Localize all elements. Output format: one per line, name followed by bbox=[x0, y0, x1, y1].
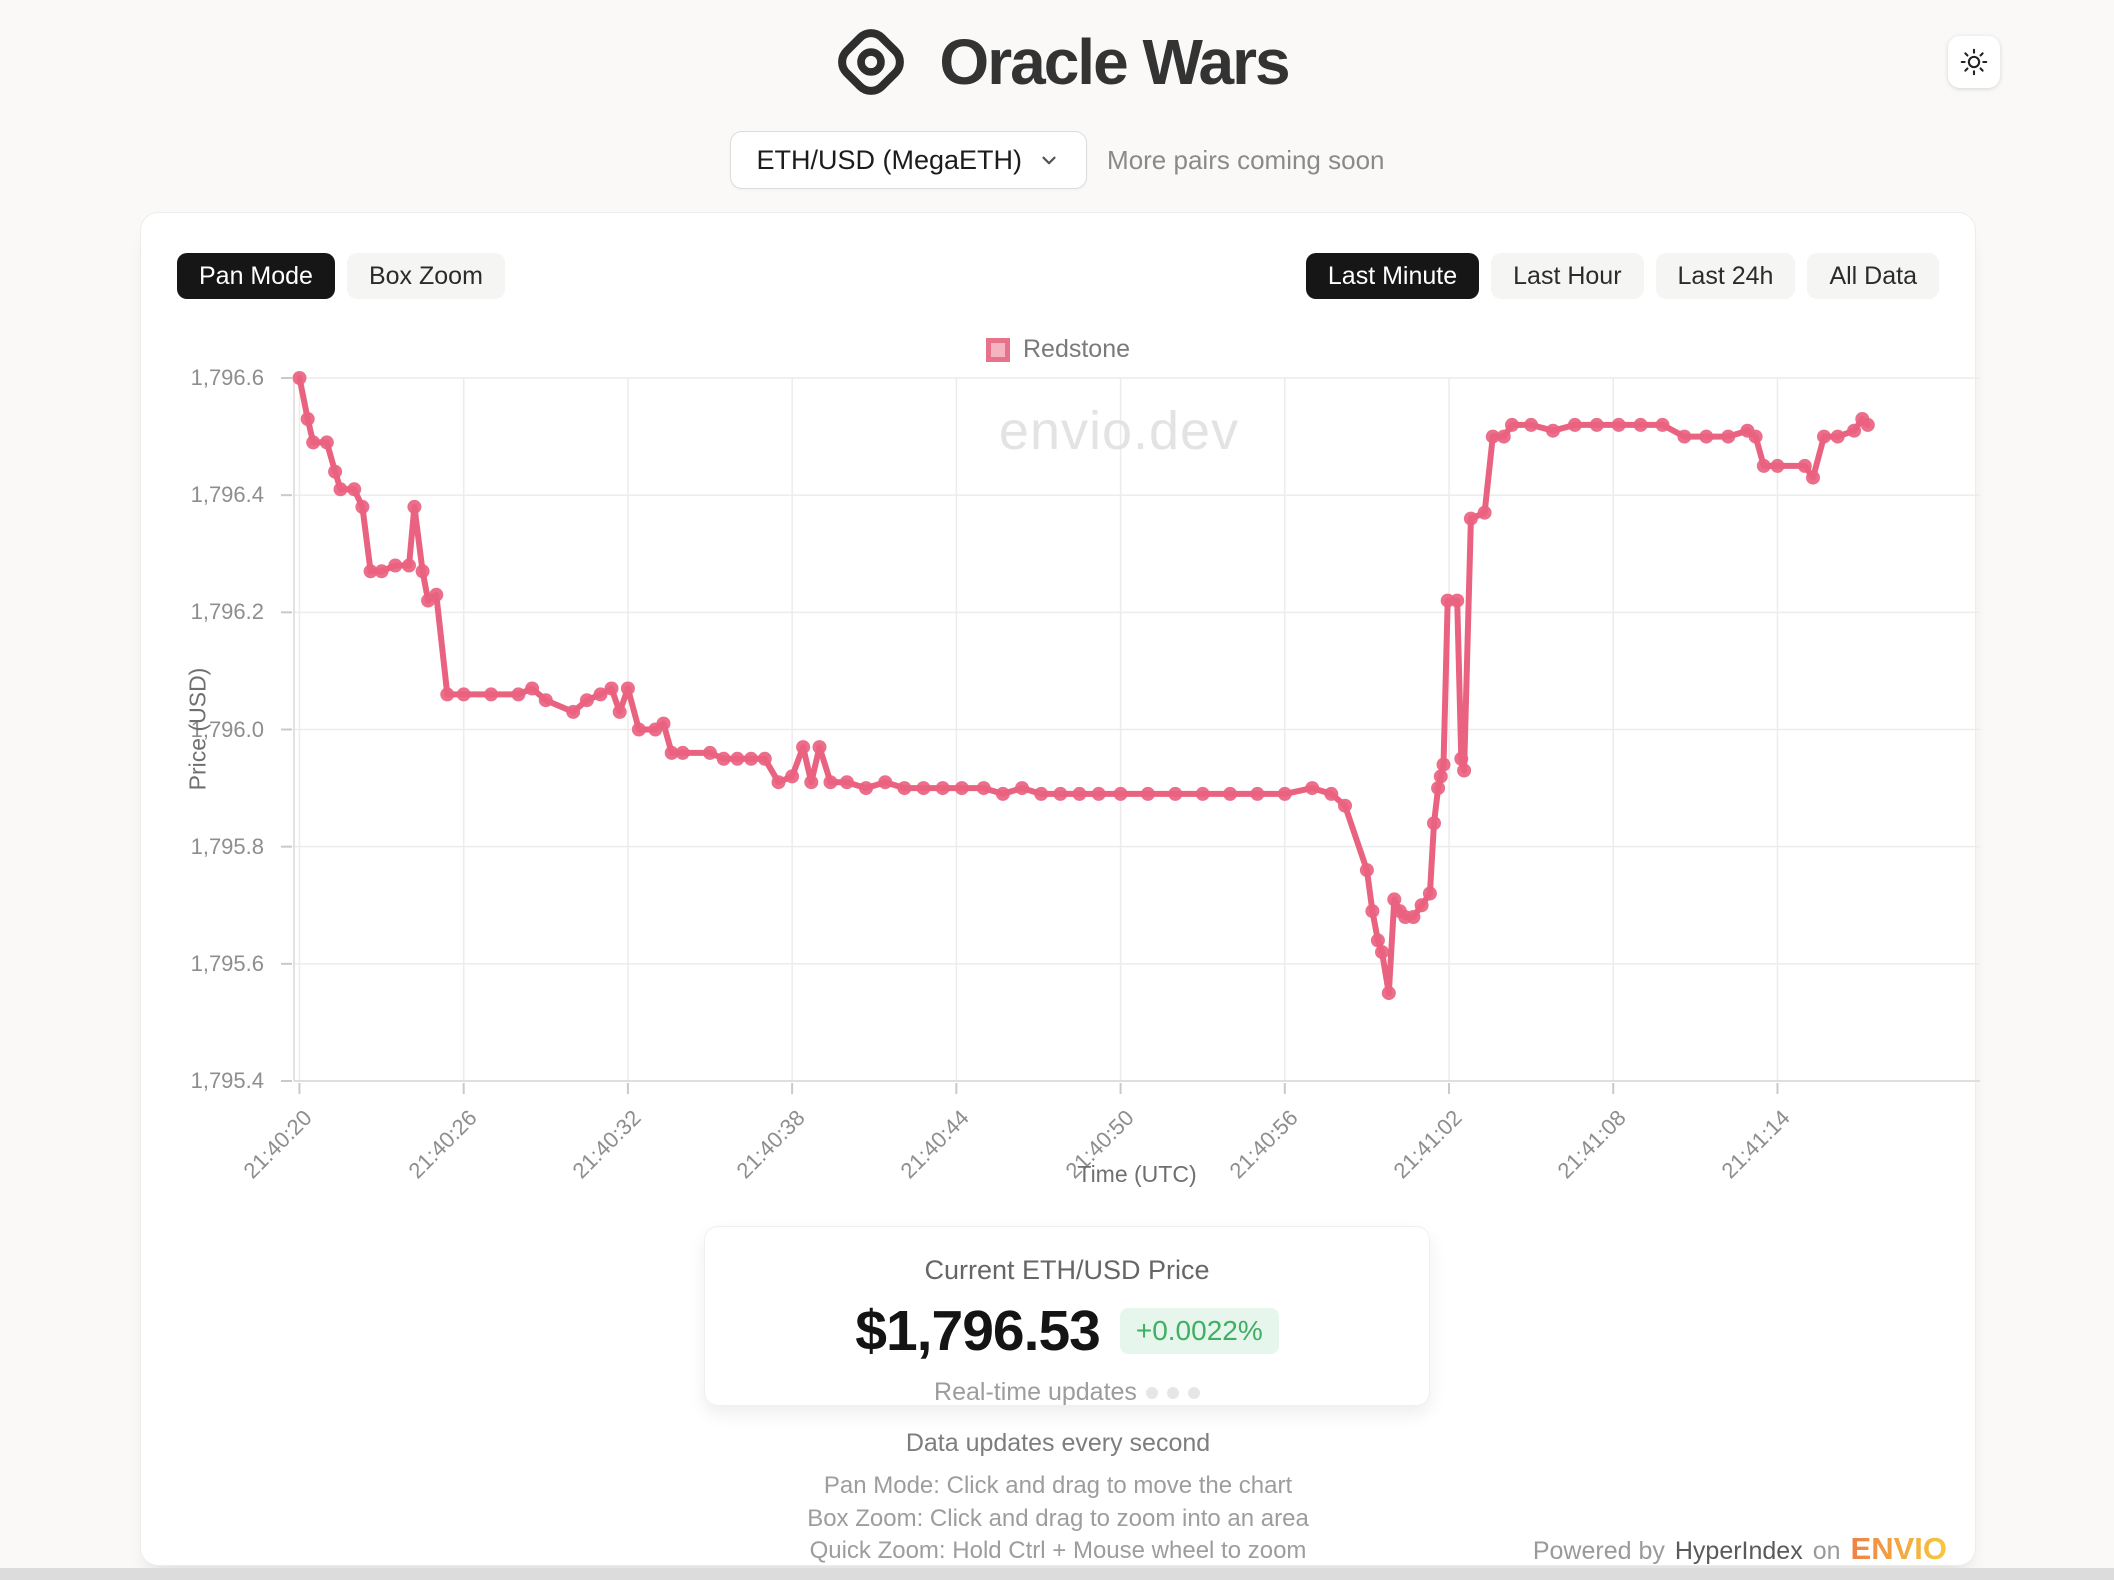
help-line-box-zoom: Box Zoom: Click and drag to zoom into an… bbox=[807, 1504, 1309, 1532]
chevron-down-icon bbox=[1042, 156, 1056, 165]
y-tick-label: 1,795.8 bbox=[190, 833, 264, 859]
box-zoom-button[interactable]: Box Zoom bbox=[346, 253, 505, 299]
y-tick-label: 1,796.4 bbox=[190, 482, 264, 508]
pulse-dot-icon bbox=[1187, 1386, 1200, 1399]
help-line-quick-zoom: Quick Zoom: Hold Ctrl + Mouse wheel to z… bbox=[809, 1537, 1307, 1564]
current-price-title: Current ETH/USD Price bbox=[924, 1255, 1210, 1285]
y-tick-label: 1,795.4 bbox=[190, 1068, 264, 1093]
powered-by: Powered by HyperIndex on ENVIO bbox=[1533, 1531, 1947, 1567]
pair-hint-text: More pairs coming soon bbox=[1107, 144, 1385, 175]
oracle-wars-logo-icon bbox=[838, 29, 905, 95]
mode-button-group: Pan Mode Box Zoom bbox=[177, 253, 505, 299]
y-tick-label: 1,795.6 bbox=[190, 950, 264, 976]
sun-icon bbox=[1960, 48, 1988, 76]
price-change-badge: +0.0022% bbox=[1119, 1308, 1279, 1354]
help-line-pan: Pan Mode: Click and drag to move the cha… bbox=[823, 1472, 1293, 1499]
range-all-data-button[interactable]: All Data bbox=[1807, 253, 1939, 299]
legend-swatch-icon bbox=[985, 337, 1010, 362]
price-chart-svg bbox=[281, 371, 1980, 1094]
chart-card: Pan Mode Box Zoom Last Minute Last Hour … bbox=[140, 212, 1980, 1568]
page-title: Oracle Wars bbox=[939, 26, 1290, 98]
range-last-24h-button[interactable]: Last 24h bbox=[1655, 253, 1796, 299]
current-price-value: $1,796.53 bbox=[855, 1299, 1101, 1363]
hyperindex-link[interactable]: HyperIndex bbox=[1674, 1537, 1803, 1565]
range-button-group: Last Minute Last Hour Last 24h All Data bbox=[1305, 253, 1939, 299]
y-axis-labels: 1,795.4 1,795.6 1,795.8 1,796.0 1,796.2 1,796… bbox=[141, 365, 280, 1093]
powered-by-prefix: Powered by bbox=[1532, 1537, 1665, 1565]
pulse-dot-icon bbox=[1166, 1386, 1179, 1399]
pair-selector[interactable]: ETH/USD (MegaETH) bbox=[729, 131, 1088, 189]
pulse-dot-icon bbox=[1145, 1386, 1158, 1399]
y-tick-label: 1,796.0 bbox=[190, 716, 264, 742]
y-tick-label: 1,796.6 bbox=[190, 365, 264, 390]
chart-plot-area[interactable]: envio.dev bbox=[281, 371, 1980, 1094]
range-last-minute-button[interactable]: Last Minute bbox=[1305, 253, 1480, 299]
powered-by-conj: on bbox=[1812, 1537, 1841, 1565]
chart-help-text: Data updates every second Pan Mode: Clic… bbox=[141, 1429, 1975, 1568]
pair-selector-row: ETH/USD (MegaETH) More pairs coming soon bbox=[0, 131, 2114, 189]
app-header: Oracle Wars bbox=[0, 16, 2114, 108]
y-axis-title: Price (USD) bbox=[184, 667, 211, 791]
page-bottom-strip bbox=[0, 1568, 2114, 1580]
theme-toggle-button[interactable] bbox=[1948, 36, 2000, 88]
range-last-hour-button[interactable]: Last Hour bbox=[1491, 253, 1644, 299]
x-axis-title: Time (UTC) bbox=[1077, 1161, 1197, 1187]
envio-logo[interactable]: ENVIO bbox=[1850, 1531, 1947, 1566]
help-line-updates: Data updates every second bbox=[905, 1429, 1211, 1457]
pan-mode-button[interactable]: Pan Mode bbox=[177, 253, 335, 299]
pair-selector-value: ETH/USD (MegaETH) bbox=[756, 144, 1023, 175]
chart-legend-redstone[interactable]: Redstone bbox=[141, 335, 1975, 364]
legend-label: Redstone bbox=[1022, 335, 1131, 363]
realtime-updates-label: Real-time updates bbox=[934, 1378, 1137, 1406]
y-tick-label: 1,796.2 bbox=[190, 599, 264, 625]
current-price-card: Current ETH/USD Price $1,796.53 +0.0022%… bbox=[704, 1226, 1430, 1406]
